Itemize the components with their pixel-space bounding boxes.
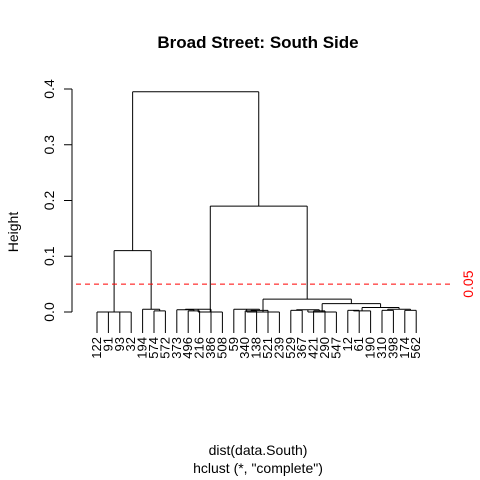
y-tick-label: 0.0: [41, 302, 57, 322]
leaf-label: 91: [100, 337, 115, 351]
leaf-label: 61: [351, 337, 366, 351]
y-tick-label: 0.1: [41, 246, 57, 266]
leaf-label: 239: [271, 337, 286, 359]
leaf-label: 367: [294, 337, 309, 359]
threshold-line-group: 0.05: [76, 270, 476, 298]
leaf-label: 572: [157, 337, 172, 359]
leaf-label: 190: [363, 337, 378, 359]
y-tick-label: 0.2: [41, 191, 57, 211]
leaf-label: 521: [260, 337, 275, 359]
leaf-label: 59: [226, 337, 241, 351]
threshold-label: 0.05: [460, 270, 476, 297]
leaf-label: 138: [249, 337, 264, 359]
leaf-label: 310: [374, 337, 389, 359]
leaf-label: 529: [283, 337, 298, 359]
leaf-label: 32: [123, 337, 138, 351]
leaf-label: 496: [180, 337, 195, 359]
leaf-label: 12: [340, 337, 355, 351]
method-label: hclust (*, "complete"): [193, 460, 323, 476]
leaf-label: 194: [135, 337, 150, 359]
y-tick-label: 0.3: [41, 135, 57, 155]
chart-title: Broad Street: South Side: [157, 33, 358, 52]
y-axis: 0.0 0.1 0.2 0.3 0.4: [41, 79, 73, 322]
leaf-label: 216: [192, 337, 207, 359]
leaf-label: 373: [169, 337, 184, 359]
leaf-labels: 1229193321945745723734962163865085934013…: [89, 337, 423, 359]
leaf-label: 386: [203, 337, 218, 359]
leaf-label: 547: [328, 337, 343, 359]
leaf-label: 93: [112, 337, 127, 351]
leaf-label: 508: [214, 337, 229, 359]
x-axis-label: dist(data.South): [209, 442, 308, 458]
leaf-label: 340: [237, 337, 252, 359]
dendrogram-tree: [96, 91, 417, 333]
leaf-label: 398: [385, 337, 400, 359]
leaf-label: 574: [146, 337, 161, 359]
leaf-label: 290: [317, 337, 332, 359]
y-axis-label: Height: [5, 212, 21, 253]
leaf-label: 562: [408, 337, 423, 359]
leaf-label: 122: [89, 337, 104, 359]
y-tick-label: 0.4: [41, 79, 57, 99]
leaf-label: 174: [397, 337, 412, 359]
leaf-label: 421: [306, 337, 321, 359]
